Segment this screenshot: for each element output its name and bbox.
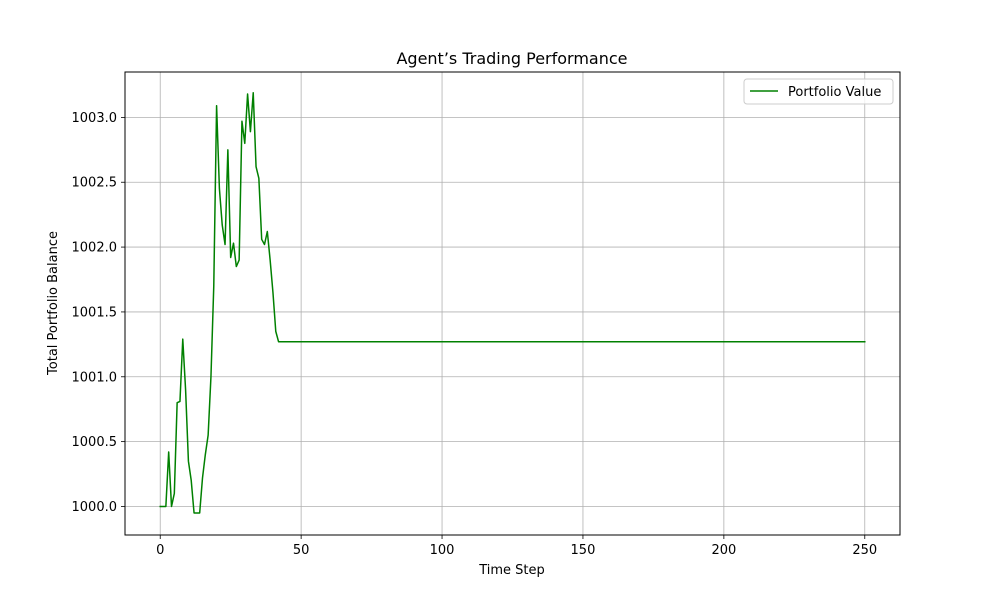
y-tick-label: 1001.0: [72, 370, 118, 385]
legend: Portfolio Value: [743, 78, 894, 105]
y-axis-title: Total Portfolio Balance: [46, 231, 61, 376]
legend-box: [743, 78, 894, 105]
legend-label: Portfolio Value: [788, 85, 881, 100]
y-tick-label: 1003.0: [72, 111, 118, 126]
y-tick-label: 1002.0: [72, 241, 118, 256]
grid: [125, 72, 900, 535]
y-axis: 1000.0 1000.5 1001.0 1001.5 1002.0 1002.5 1003…: [72, 111, 125, 515]
y-tick-label: 1000.5: [72, 435, 118, 450]
x-axis: 0 50 100 150 200 250: [156, 535, 877, 558]
x-tick-label: 0: [156, 543, 164, 558]
x-tick-label: 250: [852, 543, 877, 558]
x-tick-label: 50: [293, 543, 310, 558]
y-tick-label: 1000.0: [72, 500, 118, 515]
x-tick-label: 150: [571, 543, 596, 558]
x-tick-label: 200: [711, 543, 736, 558]
series-line-portfolio-value: [159, 92, 866, 514]
x-tick-label: 100: [430, 543, 455, 558]
series-layer: [159, 92, 866, 514]
y-tick-label: 1001.5: [72, 305, 118, 320]
plot-area-frame: [124, 71, 901, 536]
chart-title: Agent’s Trading Performance: [396, 49, 627, 68]
x-axis-title: Time Step: [478, 563, 545, 578]
y-tick-label: 1002.5: [72, 176, 118, 191]
